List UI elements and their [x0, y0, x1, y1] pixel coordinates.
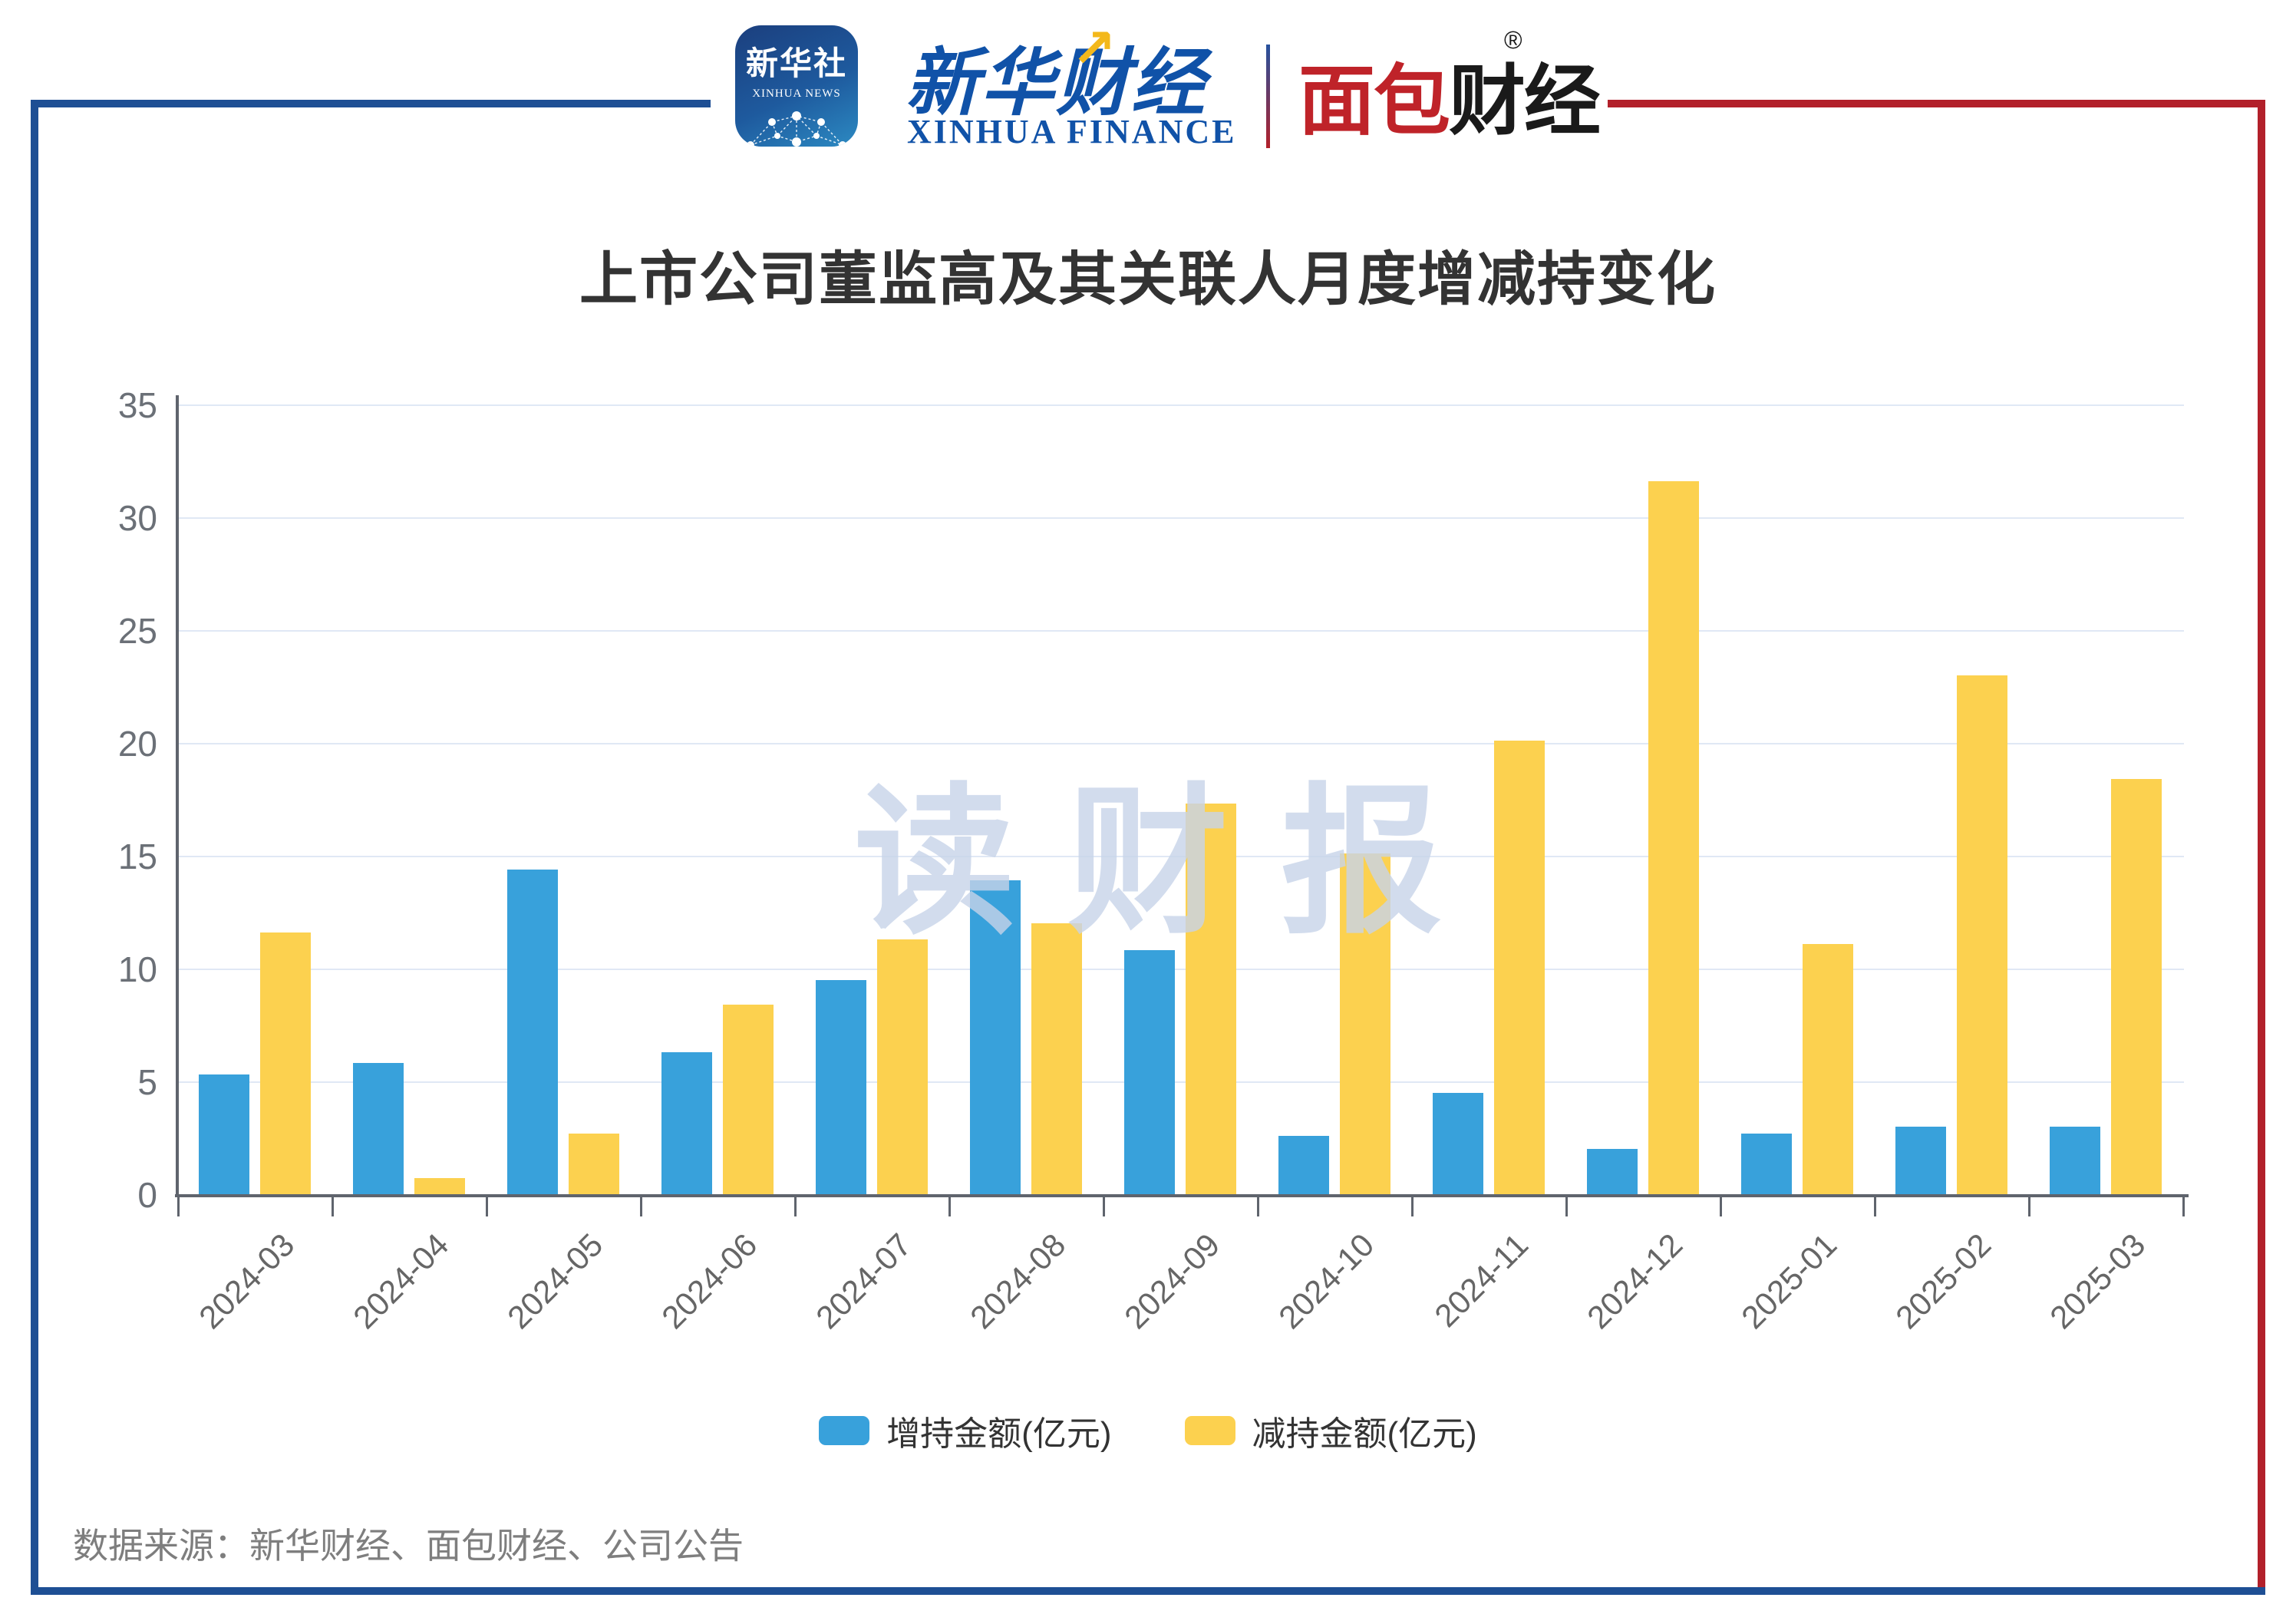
bar-decrease-2024-04[interactable] — [414, 1178, 465, 1194]
x-axis-label-2025-03: 2025-03 — [2043, 1226, 2152, 1336]
y-axis-label-5: 5 — [137, 1062, 157, 1102]
bar-increase-2025-01[interactable] — [1740, 1133, 1792, 1194]
xinhua-news-app-icon: 新华社 XINHUA NEWS — [735, 25, 858, 147]
network-globe-icon — [747, 111, 846, 147]
x-axis-tick — [794, 1197, 797, 1216]
x-axis-label-2024-09: 2024-09 — [1117, 1226, 1227, 1336]
xinhua-news-icon-subtitle: XINHUA NEWS — [752, 87, 841, 100]
gridline-y-15 — [179, 856, 2184, 857]
xinhua-finance-logo-cn: 新华财经 — [906, 42, 1206, 124]
legend-item-decrease[interactable]: 减持金额(亿元) — [1184, 1406, 1477, 1455]
x-axis-label-2024-08: 2024-08 — [963, 1226, 1073, 1336]
x-axis-tick — [1103, 1197, 1105, 1216]
bar-decrease-2025-03[interactable] — [2110, 779, 2162, 1194]
x-axis-tick — [1411, 1197, 1414, 1216]
gridline-y-5 — [179, 1081, 2184, 1083]
frame-top-left-line — [31, 100, 711, 107]
y-axis-line — [176, 395, 179, 1197]
x-axis-tick — [640, 1197, 642, 1216]
legend-label-increase: 增持金额(亿元) — [886, 1415, 1112, 1453]
bar-decrease-2024-10[interactable] — [1339, 853, 1390, 1194]
y-axis-label-0: 0 — [137, 1175, 157, 1215]
x-axis-tick — [1565, 1197, 1568, 1216]
bar-increase-2024-03[interactable] — [198, 1074, 249, 1194]
bar-decrease-2024-09[interactable] — [1185, 804, 1236, 1194]
bar-increase-2024-08[interactable] — [969, 880, 1021, 1194]
legend-swatch-increase — [819, 1416, 870, 1445]
bar-increase-2024-09[interactable] — [1123, 950, 1175, 1194]
gridline-y-35 — [179, 404, 2184, 406]
y-axis-label-25: 25 — [117, 611, 157, 651]
x-axis-line — [175, 1194, 2189, 1197]
x-axis-label-2024-10: 2024-10 — [1272, 1226, 1381, 1336]
x-axis-tick — [1720, 1197, 1722, 1216]
bar-increase-2025-02[interactable] — [1895, 1126, 1946, 1194]
bar-decrease-2024-07[interactable] — [876, 939, 928, 1194]
x-axis-tick — [177, 1197, 180, 1216]
bar-decrease-2024-03[interactable] — [259, 932, 311, 1194]
mianbao-logo-red-part: 面包 — [1298, 58, 1450, 144]
bar-increase-2024-05[interactable] — [506, 869, 558, 1194]
y-axis-label-20: 20 — [117, 724, 157, 764]
mianbao-logo-black-part: 财经 — [1449, 58, 1601, 144]
bar-decrease-2025-02[interactable] — [1956, 675, 2007, 1194]
frame-bottom-line — [31, 1587, 2265, 1595]
x-axis-tick — [948, 1197, 951, 1216]
bar-decrease-2024-08[interactable] — [1031, 923, 1082, 1194]
frame-left-line — [31, 100, 38, 1595]
legend-swatch-decrease — [1184, 1416, 1235, 1445]
y-axis-label-35: 35 — [117, 385, 157, 425]
xinhua-news-icon-title: 新华社 — [745, 45, 847, 81]
bar-decrease-2024-06[interactable] — [722, 1005, 774, 1194]
xinhua-finance-logo-en: XINHUA FINANCE — [907, 113, 1237, 150]
bar-decrease-2024-05[interactable] — [568, 1133, 619, 1194]
y-axis-label-10: 10 — [117, 949, 157, 989]
bar-increase-2025-03[interactable] — [2049, 1126, 2100, 1194]
legend-label-decrease: 减持金额(亿元) — [1252, 1415, 1477, 1453]
bar-decrease-2024-11[interactable] — [1493, 741, 1545, 1194]
logo-divider-line — [1266, 45, 1270, 148]
x-axis-tick — [332, 1197, 334, 1216]
bar-decrease-2025-01[interactable] — [1802, 943, 1853, 1194]
registered-trademark-icon: ® — [1504, 26, 1522, 54]
legend-item-increase[interactable]: 增持金额(亿元) — [819, 1406, 1112, 1455]
bar-decrease-2024-12[interactable] — [1648, 480, 1699, 1194]
x-axis-tick — [2028, 1197, 2030, 1216]
x-axis-label-2024-07: 2024-07 — [809, 1226, 919, 1336]
x-axis-label-2024-12: 2024-12 — [1580, 1226, 1690, 1336]
x-axis-tick — [1874, 1197, 1876, 1216]
mianbao-finance-logo: 面包财经 — [1298, 38, 1601, 150]
bar-increase-2024-10[interactable] — [1278, 1135, 1329, 1194]
chart-title: 上市公司董监高及其关联人月度增减持变化 — [579, 247, 1717, 312]
frame-top-right-line — [1608, 100, 2265, 107]
x-axis-tick — [2182, 1197, 2185, 1216]
x-axis-label-2024-04: 2024-04 — [346, 1226, 456, 1336]
gridline-y-20 — [179, 743, 2184, 744]
x-axis-label-2025-01: 2025-01 — [1734, 1226, 1844, 1336]
legend: 增持金额(亿元) 减持金额(亿元) — [0, 1406, 2296, 1455]
yellow-arrow-icon: ↗ — [1071, 18, 1117, 78]
bar-increase-2024-12[interactable] — [1586, 1149, 1638, 1194]
y-axis-label-30: 30 — [117, 498, 157, 538]
gridline-y-10 — [179, 969, 2184, 970]
x-axis-label-2025-02: 2025-02 — [1889, 1226, 1998, 1336]
x-axis-label-2024-05: 2024-05 — [500, 1226, 610, 1336]
watermark-text: 读财报 — [853, 772, 1495, 952]
bar-increase-2024-07[interactable] — [815, 979, 866, 1194]
x-axis-tick — [1257, 1197, 1259, 1216]
bar-increase-2024-06[interactable] — [661, 1051, 712, 1194]
gridline-y-30 — [179, 517, 2184, 519]
x-axis-label-2024-06: 2024-06 — [655, 1226, 764, 1336]
gridline-y-25 — [179, 630, 2184, 632]
bar-increase-2024-04[interactable] — [352, 1063, 404, 1194]
x-axis-label-2024-11: 2024-11 — [1427, 1226, 1536, 1335]
data-source-text: 数据来源：新华财经、面包财经、公司公告 — [73, 1526, 744, 1566]
y-axis-label-15: 15 — [117, 837, 157, 876]
bar-increase-2024-11[interactable] — [1432, 1092, 1483, 1194]
x-axis-label-2024-03: 2024-03 — [192, 1226, 302, 1336]
x-axis-tick — [486, 1197, 488, 1216]
frame-right-line — [2258, 100, 2265, 1595]
